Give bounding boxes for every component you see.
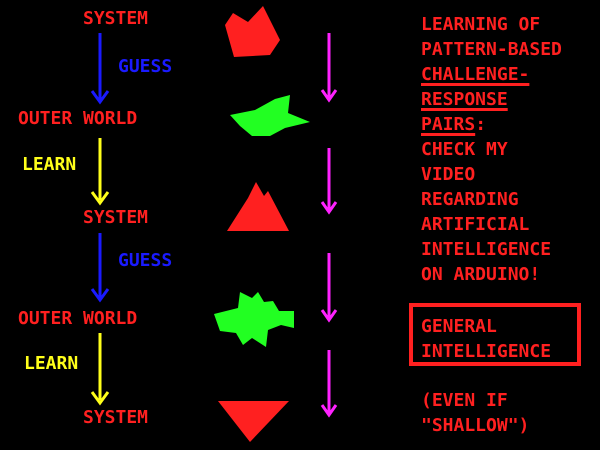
outer-world-label-2: OUTER WORLD <box>18 308 138 329</box>
notes-line: CHECK MY <box>421 139 508 160</box>
guess-label-1: GUESS <box>118 56 173 77</box>
guess-arrow-1 <box>90 33 110 105</box>
timeline-arrow-3 <box>320 253 338 323</box>
guess-arrow-2 <box>90 233 110 303</box>
timeline-arrow-2 <box>320 148 338 215</box>
notes-link-text: CHALLENGE- <box>421 64 530 85</box>
notes-colon: : <box>475 114 487 135</box>
learn-arrow-1 <box>90 138 110 206</box>
notes-line: VIDEO <box>421 164 476 185</box>
red-triangle-shape <box>227 182 289 231</box>
general-intelligence-line: GENERAL <box>421 316 497 337</box>
notes-line: LEARNING OF <box>421 14 541 35</box>
green-star-shape <box>230 95 310 136</box>
system-label-3: SYSTEM <box>83 407 149 428</box>
general-intelligence-line: INTELLIGENCE <box>421 341 552 362</box>
system-label-1: SYSTEM <box>83 8 149 29</box>
notes-line: INTELLIGENCE <box>421 239 552 260</box>
notes-text-block: LEARNING OF PATTERN-BASED CHALLENGE- RES… <box>421 12 591 287</box>
learn-arrow-2 <box>90 333 110 406</box>
notes-link-text: PAIRS <box>421 114 476 135</box>
learn-label-1: LEARN <box>22 154 77 175</box>
general-intelligence-text: GENERAL INTELLIGENCE <box>421 314 551 364</box>
notes-line: ON ARDUINO! <box>421 264 541 285</box>
timeline-arrow-1 <box>320 33 338 103</box>
notes-line: REGARDING <box>421 189 519 210</box>
red-down-triangle-shape <box>218 401 289 442</box>
guess-label-2: GUESS <box>118 250 173 271</box>
shallow-note-line: (EVEN IF <box>421 390 508 411</box>
shallow-note: (EVEN IF "SHALLOW") <box>421 388 529 438</box>
notes-link-text: RESPONSE <box>421 89 508 110</box>
shallow-note-line: "SHALLOW") <box>421 415 530 436</box>
timeline-arrow-4 <box>320 350 338 418</box>
system-label-2: SYSTEM <box>83 207 149 228</box>
notes-line: ARTIFICIAL <box>421 214 530 235</box>
notes-line: PATTERN-BASED <box>421 39 562 60</box>
outer-world-label-1: OUTER WORLD <box>18 108 138 129</box>
red-pentagon-shape <box>225 6 280 57</box>
green-blob-shape <box>214 292 294 347</box>
general-intelligence-box <box>409 303 581 366</box>
learn-label-2: LEARN <box>24 353 79 374</box>
